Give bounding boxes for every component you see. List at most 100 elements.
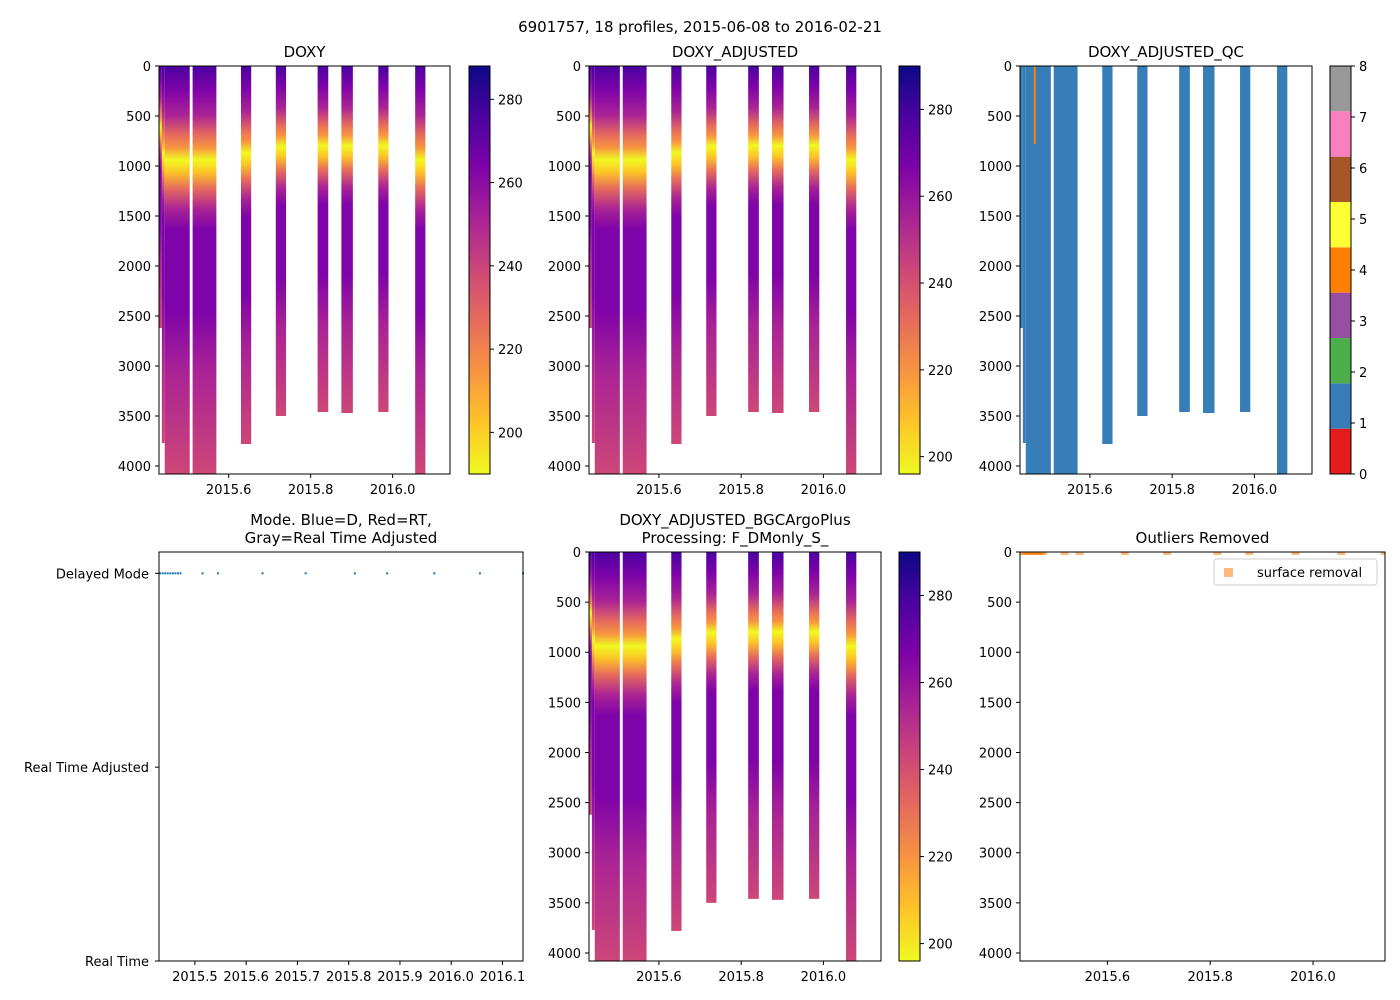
doxy_bgc-title-line2: Processing: F_DMonly_S_ xyxy=(642,529,829,548)
outliers-ytick-label: 4000 xyxy=(979,947,1012,962)
doxy-ytick-label: 4000 xyxy=(118,460,151,475)
doxy_bgc-axes-frame xyxy=(588,551,882,962)
doxy-ytick-label: 1000 xyxy=(118,160,151,175)
doxy-colorbar-gradient xyxy=(469,66,490,474)
doxy_adj-colorbar-label: 260 xyxy=(928,190,953,205)
doxy_qc-ytick-label: 2500 xyxy=(979,310,1012,325)
doxy_bgc-profile-column xyxy=(772,552,784,900)
doxy_adj-ytick-label: 2500 xyxy=(548,310,581,325)
doxy_adj-profiles xyxy=(589,66,857,474)
doxy_qc-colorbar-segment xyxy=(1330,292,1351,338)
outlier-point xyxy=(1120,552,1129,555)
doxy_qc-ytick-label: 500 xyxy=(987,110,1012,125)
outliers-ytick-label: 500 xyxy=(987,596,1012,611)
doxy_qc-colorbar-label: 5 xyxy=(1359,213,1367,228)
doxy_qc-profile-column xyxy=(1053,66,1078,474)
doxy_bgc-ytick-label: 1000 xyxy=(548,646,581,661)
doxy_adj-colorbar-gradient xyxy=(899,66,920,474)
doxy_adj-colorbar-label: 220 xyxy=(928,364,953,379)
doxy_bgc-ytick-label: 3000 xyxy=(548,847,581,862)
mode-point xyxy=(201,572,204,575)
outliers-ytick-label: 2000 xyxy=(979,746,1012,761)
mode-point xyxy=(171,572,174,575)
doxy_bgc-ytick-label: 1500 xyxy=(548,696,581,711)
doxy_qc-colorbar-label: 3 xyxy=(1359,315,1367,330)
doxy_bgc-colorbar-label: 220 xyxy=(928,851,953,866)
doxy_bgc-colorbar-label: 280 xyxy=(928,590,953,605)
outlier-point xyxy=(1381,552,1385,555)
doxy-ytick-label: 500 xyxy=(126,110,151,125)
doxy-ytick-label: 0 xyxy=(143,60,151,75)
doxy-ytick-label: 3000 xyxy=(118,360,151,375)
doxy_qc-profile-column xyxy=(1022,66,1026,443)
doxy_bgc-colorbar-gradient xyxy=(899,552,920,961)
doxy_qc-xtick-label: 2016.0 xyxy=(1232,483,1278,498)
outliers-ytick-label: 2500 xyxy=(979,797,1012,812)
doxy_adj-ytick-label: 4000 xyxy=(548,460,581,475)
mode-point xyxy=(161,572,164,575)
doxy_bgc-colorbar-frame xyxy=(898,551,921,962)
doxy_bgc-profile-column xyxy=(706,552,717,903)
doxy_bgc-profiles xyxy=(589,552,857,961)
mode-point xyxy=(174,572,177,575)
outlier-point xyxy=(1213,552,1222,555)
mode-point xyxy=(216,572,219,575)
doxy_qc-colorbar-segment xyxy=(1330,428,1351,474)
mode-xtick-label: 2016.1 xyxy=(480,970,526,985)
mode-xtick-label: 2015.9 xyxy=(377,970,423,985)
mode-axes-frame xyxy=(158,551,524,962)
doxy_adj-ytick-label: 2000 xyxy=(548,260,581,275)
outlier-point xyxy=(1291,552,1300,555)
doxy-ytick-label: 2500 xyxy=(118,310,151,325)
doxy_qc-profile-column xyxy=(1179,66,1190,412)
outliers-ytick-label: 3000 xyxy=(979,847,1012,862)
doxy_qc-colorbar-segment xyxy=(1330,156,1351,202)
doxy_qc-profile-column xyxy=(1240,66,1251,412)
mode-point xyxy=(304,572,307,575)
doxy_adj-ytick-label: 500 xyxy=(556,110,581,125)
doxy_qc-colorbar-segment xyxy=(1330,111,1351,157)
outliers-legend-label: surface removal xyxy=(1257,566,1362,581)
mode-title-line2: Gray=Real Time Adjusted xyxy=(245,529,438,547)
doxy-profiles xyxy=(159,66,426,474)
doxy_bgc-title: DOXY_ADJUSTED_BGCArgoPlus xyxy=(619,511,850,530)
doxy_adj-profile-column xyxy=(706,66,717,416)
doxy_bgc-ytick-label: 0 xyxy=(573,546,581,561)
mode-xtick-label: 2015.6 xyxy=(223,970,269,985)
doxy_bgc-panel: 0 500 1000 1500 2000 2500 3000 3500 4000 2015.6 20… xyxy=(548,511,953,985)
doxy_adj-profile-column xyxy=(671,66,682,444)
doxy_bgc-profile-column xyxy=(671,552,682,931)
doxy-profile-column xyxy=(164,66,190,474)
outliers-legend-box xyxy=(1213,558,1378,586)
doxy_bgc-ytick-label: 2500 xyxy=(548,797,581,812)
figure-suptitle: 6901757, 18 profiles, 2015-06-08 to 2016… xyxy=(518,18,882,36)
doxy_adj-ytick-label: 3000 xyxy=(548,360,581,375)
doxy_adj-profile-column xyxy=(591,66,595,443)
mode-xtick-label: 2015.7 xyxy=(275,970,321,985)
doxy_bgc-profile-column xyxy=(589,552,592,815)
mode-xtick-label: 2015.5 xyxy=(172,970,218,985)
mode-xtick-label: 2016.0 xyxy=(428,970,474,985)
outlier-point xyxy=(1245,552,1254,555)
doxy-title: DOXY xyxy=(284,43,327,61)
doxy_qc-colorbar-segment xyxy=(1330,202,1351,248)
doxy_bgc-profile-column xyxy=(594,552,620,961)
doxy_bgc-xtick-label: 2016.0 xyxy=(801,970,847,985)
doxy_bgc-profile-column xyxy=(591,552,595,930)
doxy_adj-xtick-label: 2015.8 xyxy=(718,483,764,498)
doxy_bgc-ytick-label: 4000 xyxy=(548,947,581,962)
doxy_adj-xtick-label: 2016.0 xyxy=(801,483,847,498)
doxy_qc-colorbar-label: 8 xyxy=(1359,60,1367,75)
doxy-xtick-label: 2015.8 xyxy=(288,483,334,498)
doxy-colorbar-label: 240 xyxy=(498,260,523,275)
doxy_qc-colorbar-label: 0 xyxy=(1359,468,1367,483)
doxy-colorbar-label: 260 xyxy=(498,177,523,192)
doxy_qc-colorbar-segment xyxy=(1330,338,1351,384)
doxy-profile-column xyxy=(159,66,162,328)
doxy_adj-profile-column xyxy=(748,66,759,412)
doxy_adj-profile-column xyxy=(809,66,820,412)
doxy-profile-column xyxy=(415,66,426,474)
outliers-xtick-label: 2016.0 xyxy=(1290,970,1336,985)
doxy-colorbar-label: 220 xyxy=(498,343,523,358)
doxy-colorbar-label: 280 xyxy=(498,93,523,108)
